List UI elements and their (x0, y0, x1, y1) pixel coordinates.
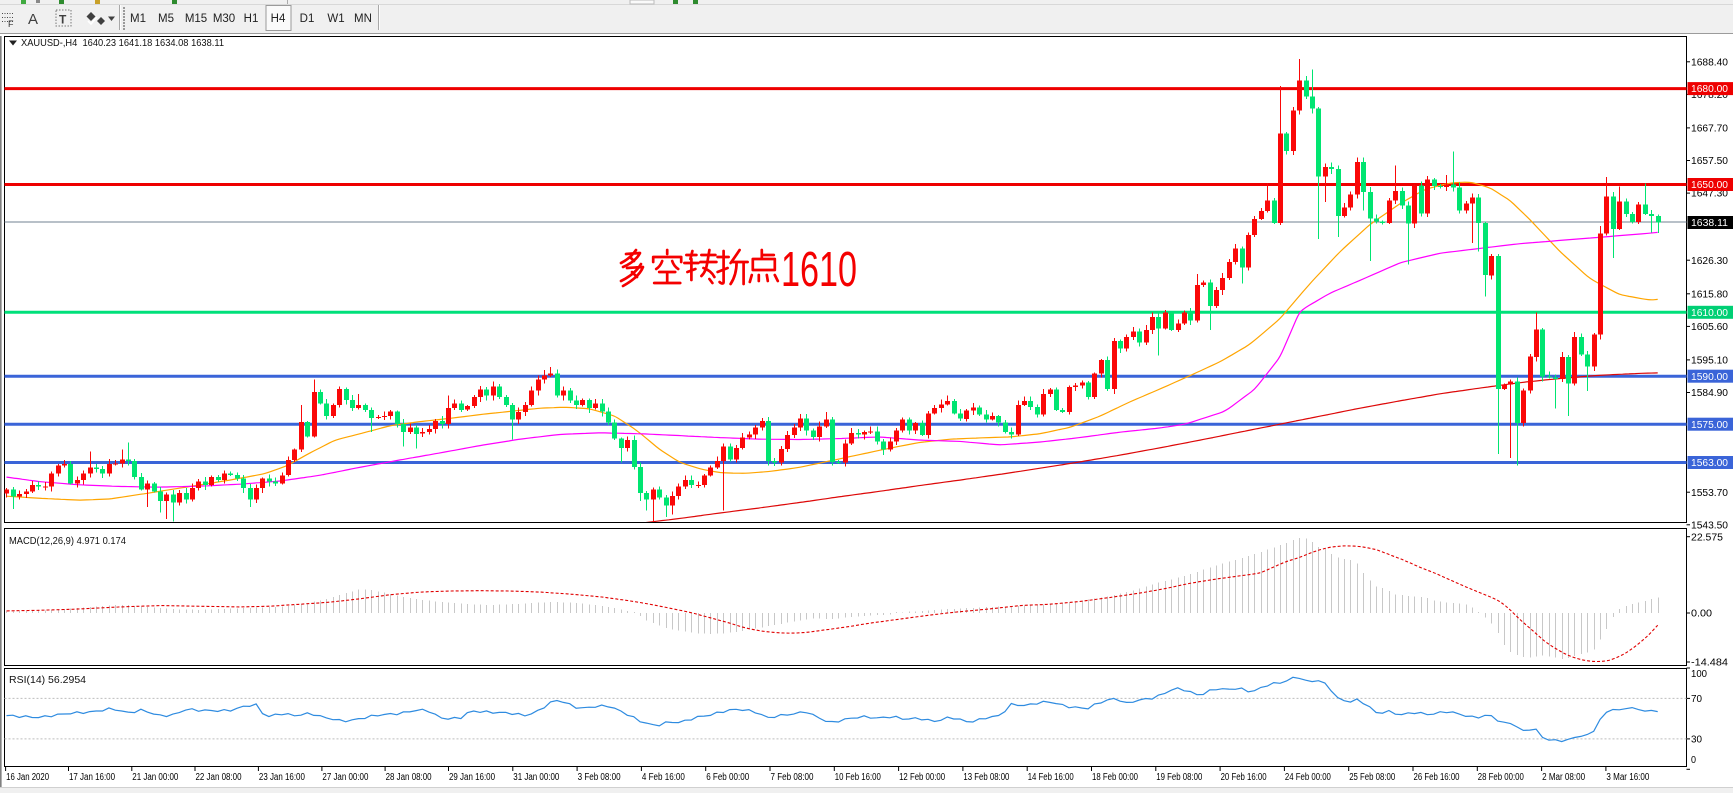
svg-text:22.575: 22.575 (1691, 532, 1723, 543)
svg-text:17 Jan 16:00: 17 Jan 16:00 (69, 772, 115, 783)
svg-text:1615.80: 1615.80 (1691, 289, 1728, 300)
svg-text:12 Feb 00:00: 12 Feb 00:00 (899, 772, 945, 783)
svg-text:W1: W1 (327, 13, 344, 25)
svg-text:14 Feb 16:00: 14 Feb 16:00 (1028, 772, 1074, 783)
svg-text:6 Feb 00:00: 6 Feb 00:00 (706, 772, 749, 783)
svg-text:26 Feb 16:00: 26 Feb 16:00 (1414, 772, 1460, 783)
svg-text:1553.70: 1553.70 (1691, 488, 1728, 499)
svg-text:T: T (59, 13, 67, 27)
svg-text:D1: D1 (300, 13, 315, 25)
svg-text:-14.484: -14.484 (1691, 658, 1728, 669)
svg-text:20 Feb 16:00: 20 Feb 16:00 (1221, 772, 1267, 783)
svg-text:25 Feb 08:00: 25 Feb 08:00 (1349, 772, 1395, 783)
svg-text:22 Jan 08:00: 22 Jan 08:00 (196, 772, 242, 783)
svg-text:1626.30: 1626.30 (1691, 256, 1728, 267)
svg-text:1543.50: 1543.50 (1691, 520, 1728, 531)
svg-text:21 Jan 00:00: 21 Jan 00:00 (132, 772, 178, 783)
svg-text:16 Jan 2020: 16 Jan 2020 (6, 772, 49, 783)
svg-text:M5: M5 (158, 13, 174, 25)
svg-text:3 Mar 16:00: 3 Mar 16:00 (1606, 772, 1649, 783)
svg-text:1667.70: 1667.70 (1691, 124, 1728, 135)
svg-text:0: 0 (1691, 755, 1696, 766)
svg-text:7 Feb 08:00: 7 Feb 08:00 (771, 772, 814, 783)
svg-text:70: 70 (1691, 694, 1702, 705)
svg-text:A: A (28, 11, 38, 28)
svg-text:1650.00: 1650.00 (1691, 180, 1728, 191)
svg-text:1595.10: 1595.10 (1691, 356, 1728, 367)
svg-text:H1: H1 (244, 13, 259, 25)
svg-text:MACD(12,26,9) 4.971 0.174: MACD(12,26,9) 4.971 0.174 (9, 535, 126, 547)
svg-text:M30: M30 (213, 13, 235, 25)
svg-text:28 Jan 08:00: 28 Jan 08:00 (386, 772, 432, 783)
svg-text:4 Feb 16:00: 4 Feb 16:00 (642, 772, 685, 783)
svg-text:23 Jan 16:00: 23 Jan 16:00 (259, 772, 305, 783)
svg-text:13 Feb 08:00: 13 Feb 08:00 (963, 772, 1009, 783)
svg-text:3 Feb 08:00: 3 Feb 08:00 (578, 772, 621, 783)
svg-text:30: 30 (1691, 735, 1702, 746)
svg-text:M1: M1 (130, 13, 146, 25)
svg-text:1688.40: 1688.40 (1691, 57, 1728, 68)
svg-text:100: 100 (1691, 669, 1707, 680)
svg-text:F: F (8, 19, 14, 29)
svg-text:18 Feb 00:00: 18 Feb 00:00 (1092, 772, 1138, 783)
svg-text:27 Jan 00:00: 27 Jan 00:00 (322, 772, 368, 783)
svg-text:1605.60: 1605.60 (1691, 322, 1728, 333)
svg-text:MN: MN (354, 13, 372, 25)
svg-text:1610: 1610 (781, 243, 857, 297)
svg-text:1657.50: 1657.50 (1691, 156, 1728, 167)
svg-text:1638.11: 1638.11 (1691, 218, 1728, 229)
svg-text:24 Feb 00:00: 24 Feb 00:00 (1285, 772, 1331, 783)
svg-text:10 Feb 16:00: 10 Feb 16:00 (835, 772, 881, 783)
svg-text:0.00: 0.00 (1691, 609, 1712, 620)
svg-text:1647.30: 1647.30 (1691, 189, 1728, 200)
svg-text:1584.90: 1584.90 (1691, 388, 1728, 399)
svg-text:M15: M15 (185, 13, 207, 25)
svg-text:RSI(14) 56.2954: RSI(14) 56.2954 (9, 674, 86, 686)
svg-text:31 Jan 00:00: 31 Jan 00:00 (513, 772, 559, 783)
svg-text:1590.00: 1590.00 (1691, 372, 1728, 383)
svg-text:1610.00: 1610.00 (1691, 308, 1728, 319)
svg-text:1575.00: 1575.00 (1691, 420, 1728, 431)
svg-text:XAUUSD-,H4 1640.23 1641.18 16: XAUUSD-,H4 1640.23 1641.18 1634.08 1638.… (21, 37, 224, 49)
svg-text:2 Mar 08:00: 2 Mar 08:00 (1542, 772, 1585, 783)
svg-text:29 Jan 16:00: 29 Jan 16:00 (449, 772, 495, 783)
svg-text:1680.00: 1680.00 (1691, 84, 1728, 95)
svg-text:H4: H4 (271, 13, 286, 25)
svg-text:19 Feb 08:00: 19 Feb 08:00 (1156, 772, 1202, 783)
svg-text:1563.00: 1563.00 (1691, 458, 1728, 469)
svg-text:28 Feb 00:00: 28 Feb 00:00 (1478, 772, 1524, 783)
svg-text:1678.20: 1678.20 (1691, 90, 1728, 101)
